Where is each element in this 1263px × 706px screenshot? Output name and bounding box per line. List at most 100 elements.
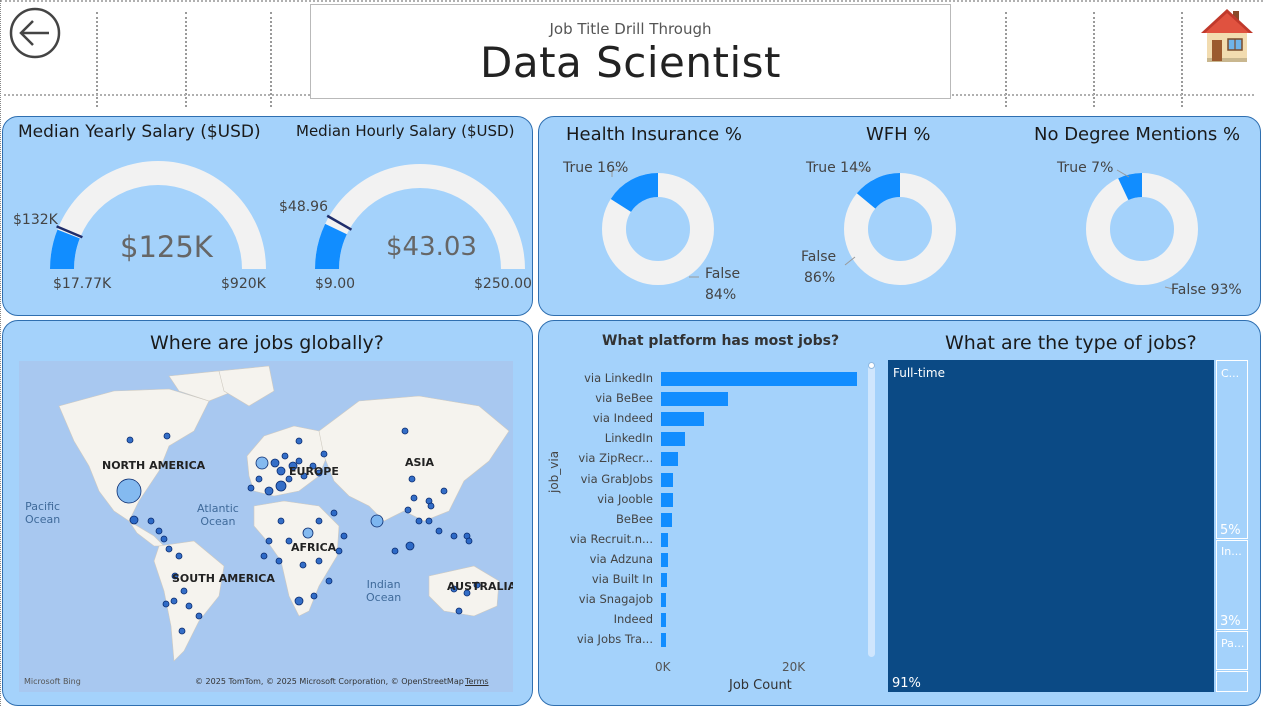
hourly-min-label: $9.00 — [315, 276, 356, 292]
grid-dots — [0, 0, 1263, 2]
bar[interactable] — [661, 633, 666, 648]
wfh-true-label: True 14% — [806, 160, 872, 176]
map-job-bubble — [255, 475, 263, 483]
bar[interactable] — [661, 552, 668, 567]
bar-label: via Jobs Tra... — [576, 632, 653, 647]
map-job-bubble — [450, 532, 458, 540]
map-job-bubble — [315, 517, 323, 525]
map-job-bubble — [330, 509, 338, 517]
map-job-bubble — [450, 585, 458, 593]
yearly-target-label: $132K — [13, 212, 58, 228]
bar[interactable] — [661, 392, 729, 407]
map-job-bubble — [185, 602, 193, 610]
world-map-land — [58, 365, 510, 662]
map-job-bubble — [147, 517, 155, 525]
canvas-edge — [0, 0, 1, 706]
bar[interactable] — [661, 512, 673, 527]
yearly-value-label: $125K — [120, 230, 213, 264]
map-job-bubble — [255, 456, 269, 470]
bar[interactable] — [661, 432, 685, 447]
yearly-gauge-track — [50, 161, 266, 269]
grid-dots — [96, 12, 98, 107]
label-asia: ASIA — [405, 456, 435, 469]
bar[interactable] — [661, 372, 857, 386]
label-atlantic-ocean: Atlantic Ocean — [197, 502, 239, 528]
scroll-up-indicator[interactable] — [868, 362, 875, 369]
tile-label-full-time: Full-time — [893, 366, 945, 380]
hourly-value-label: $43.03 — [386, 232, 477, 262]
platform-scrollbar[interactable] — [868, 364, 875, 657]
map-attribution: © 2025 TomTom, © 2025 Microsoft Corporat… — [195, 677, 464, 686]
home-button[interactable] — [1198, 5, 1256, 63]
no-degree-title: No Degree Mentions % — [1034, 124, 1241, 145]
label-indian-ocean: Indian Ocean — [366, 578, 402, 604]
bar[interactable] — [661, 532, 669, 547]
treemap-tile-part-time[interactable]: Pa... — [1216, 631, 1248, 670]
job-type-treemap[interactable]: Full-time 91% C... 5% In... 3% Pa... — [888, 360, 1248, 692]
platform-bar-chart[interactable]: via LinkedIn via BeBee via Indeed LinkedIn v… — [538, 320, 878, 660]
grid-dots — [270, 12, 272, 107]
x-tick-0k: 0K — [655, 660, 671, 674]
map-job-bubble — [116, 478, 142, 504]
yearly-salary-gauge[interactable] — [3, 117, 533, 316]
donut-leader-false-1 — [844, 256, 856, 266]
wfh-false-pct: 86% — [804, 270, 836, 286]
bar[interactable] — [661, 472, 674, 487]
map-job-bubble — [285, 475, 293, 483]
bar-label: via Indeed — [592, 411, 653, 426]
bar-label: via BeBee — [595, 391, 653, 406]
label-pacific-ocean: Pacific Ocean — [25, 500, 61, 526]
donut-leader-false-2 — [1164, 286, 1174, 290]
x-tick-20k: 20K — [782, 660, 806, 674]
map-job-bubble — [275, 557, 283, 565]
map-job-bubble — [162, 600, 170, 608]
map-job-bubble — [288, 461, 298, 471]
hourly-salary-title: Median Hourly Salary ($USD) — [296, 122, 515, 140]
label-europe: EUROPE — [289, 465, 339, 478]
map-job-bubble — [405, 541, 415, 551]
yearly-gauge-target — [56, 225, 83, 239]
bar-label: via Adzuna — [589, 551, 653, 566]
no-degree-true-label: True 7% — [1057, 160, 1114, 176]
map-job-bubble — [171, 572, 179, 580]
treemap-tile-full-time[interactable]: Full-time 91% — [888, 360, 1214, 692]
map-job-bubble — [320, 450, 328, 458]
map-job-bubble — [260, 552, 268, 560]
map-job-bubble — [285, 537, 293, 545]
health-insurance-title: Health Insurance % — [566, 124, 742, 145]
map-job-bubble — [455, 607, 463, 615]
yearly-min-label: $17.77K — [53, 276, 112, 292]
bar-label: LinkedIn — [604, 431, 653, 446]
map-job-bubble — [170, 597, 178, 605]
bar[interactable] — [661, 613, 666, 628]
map-job-bubble — [295, 457, 303, 465]
map-job-bubble — [165, 545, 173, 553]
treemap-tile-internship[interactable]: In... 3% — [1216, 540, 1248, 630]
percentages-panel: Health Insurance % WFH % No Degree Menti… — [538, 116, 1261, 316]
tile-pct-full-time: 91% — [892, 676, 921, 691]
world-map[interactable]: NORTH AMERICA EUROPE ASIA AFRICA SOUTH A… — [19, 361, 513, 692]
donut-2-true-slice — [1118, 173, 1143, 201]
platform-chart-title: What platform has most jobs? — [602, 333, 840, 349]
map-terms-link[interactable]: Terms — [465, 677, 489, 686]
bar[interactable] — [661, 573, 668, 587]
map-job-bubble — [180, 587, 188, 595]
map-job-bubble — [309, 462, 317, 470]
bar[interactable] — [661, 452, 678, 467]
map-job-bubble — [408, 475, 416, 483]
salary-panel: Median Yearly Salary ($USD) Median Hourl… — [2, 116, 533, 316]
treemap-tile-contractor[interactable]: C... 5% — [1216, 360, 1248, 539]
bar[interactable] — [661, 492, 673, 507]
map-job-bubble — [415, 517, 423, 525]
bar[interactable] — [661, 593, 667, 608]
donut-0-true-slice — [610, 173, 659, 213]
bar-label: via Snagajob — [578, 592, 653, 607]
map-job-bubble — [463, 589, 471, 597]
map-job-bubble — [302, 527, 314, 539]
bar[interactable] — [661, 412, 705, 427]
treemap-tile-other[interactable] — [1216, 671, 1248, 692]
yearly-gauge-fill — [50, 229, 80, 269]
hourly-target-label: $48.96 — [279, 199, 328, 215]
bar-label: Indeed — [613, 612, 653, 627]
back-button[interactable] — [9, 7, 61, 59]
